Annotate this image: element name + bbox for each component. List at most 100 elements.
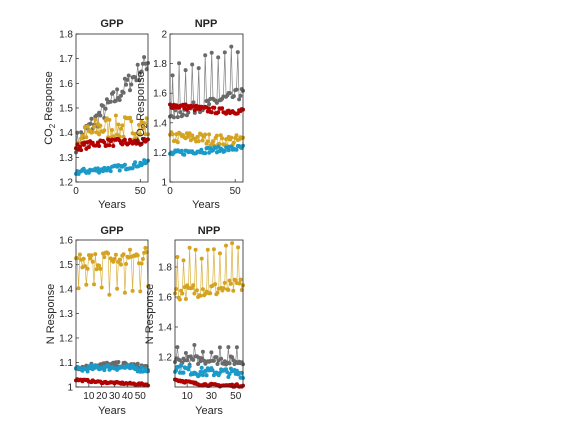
data-point-gold xyxy=(211,139,215,144)
data-point-gold xyxy=(170,132,175,137)
data-point-gray xyxy=(196,362,201,366)
data-point-gold xyxy=(121,252,126,257)
data-point-gold xyxy=(130,288,135,293)
data-point-gray xyxy=(129,82,134,87)
data-point-gold xyxy=(119,262,123,267)
data-point-blue xyxy=(102,368,107,373)
data-point-gray xyxy=(196,66,201,71)
data-point-blue xyxy=(186,367,191,372)
data-point-gray xyxy=(117,98,122,102)
data-point-gold xyxy=(237,281,242,286)
data-point-gray xyxy=(207,102,212,107)
data-point-blue xyxy=(106,363,111,368)
y-tick-label: 2 xyxy=(161,30,167,41)
data-point-gold xyxy=(213,282,218,287)
data-point-gold xyxy=(190,133,195,138)
data-point-gray xyxy=(200,349,205,354)
x-tick-label: 40 xyxy=(122,391,134,402)
data-point-gold xyxy=(138,132,143,137)
panel-title: GPP xyxy=(100,18,123,30)
data-point-gray xyxy=(237,97,242,102)
data-point-gray xyxy=(128,88,132,93)
data-point-gold xyxy=(93,252,98,257)
data-point-gold xyxy=(84,135,89,140)
x-tick-label: 50 xyxy=(135,391,147,402)
data-point-red xyxy=(216,110,221,115)
panel-title: GPP xyxy=(100,225,123,237)
data-point-gold xyxy=(139,261,144,266)
data-point-gold xyxy=(228,281,233,286)
y-axis-label-subscript: 2 xyxy=(140,123,149,128)
data-point-red xyxy=(122,137,127,142)
data-point-gray xyxy=(230,355,235,360)
panel-n-npp: NPP 1.2 1.4 1.6 1.8 10 30 50 Years N Response xyxy=(144,225,245,417)
data-point-gold xyxy=(227,278,232,283)
data-point-gold xyxy=(199,256,204,261)
data-point-red xyxy=(120,142,125,147)
data-point-gray xyxy=(104,97,109,102)
data-point-gray xyxy=(185,358,190,363)
data-point-gold xyxy=(196,139,201,144)
data-point-gold xyxy=(205,139,210,144)
data-point-gold xyxy=(180,291,185,296)
data-point-gold xyxy=(211,247,216,252)
data-point-blue xyxy=(204,373,209,378)
data-point-gold xyxy=(191,283,196,288)
data-point-blue xyxy=(203,368,208,373)
data-point-gray xyxy=(116,360,121,364)
data-point-blue xyxy=(197,373,202,378)
data-point-gray xyxy=(115,87,120,92)
data-point-gold xyxy=(124,262,129,266)
data-point-blue xyxy=(234,147,239,152)
data-point-gray xyxy=(219,356,224,361)
data-point-gray xyxy=(191,357,196,362)
panel-co2-npp: NPP 11.21.41.61.820 50 Years CO2 Response xyxy=(135,18,245,211)
data-point-gray xyxy=(190,62,195,67)
data-point-gray xyxy=(226,345,231,350)
panel-title: NPP xyxy=(198,225,221,237)
panel-co2-gpp: GPP 1.21.31.41.51.61.71.80 50 Years CO2 R… xyxy=(43,18,150,211)
data-point-gray xyxy=(121,90,126,95)
data-point-red xyxy=(77,144,82,149)
data-point-gold xyxy=(234,133,239,138)
data-point-blue xyxy=(122,162,127,167)
data-point-gray xyxy=(214,355,219,360)
data-point-blue xyxy=(179,362,184,367)
data-point-gray xyxy=(98,113,103,118)
data-point-gold xyxy=(187,245,192,250)
data-point-gray xyxy=(137,78,141,83)
data-point-gray xyxy=(203,53,208,58)
data-point-gold xyxy=(81,256,86,261)
data-point-gray xyxy=(125,77,130,82)
data-point-gold xyxy=(140,257,145,261)
x-tick-label: 50 xyxy=(135,186,147,197)
y-tick-label: 1.6 xyxy=(153,89,167,100)
plot-area xyxy=(173,241,245,389)
data-point-gold xyxy=(76,286,81,291)
data-point-gold xyxy=(192,291,197,296)
data-point-gold xyxy=(194,288,199,293)
data-point-gray xyxy=(181,112,185,117)
data-point-red xyxy=(107,143,112,148)
y-axis-label: N Response xyxy=(45,284,57,345)
y-tick-label: 1.2 xyxy=(153,148,167,159)
data-point-gray xyxy=(89,116,94,121)
data-point-gold xyxy=(80,133,85,138)
data-point-gold xyxy=(186,134,191,139)
data-point-gold xyxy=(121,134,126,139)
data-point-red xyxy=(220,106,225,111)
y-tick-label: 1.2 xyxy=(59,334,73,345)
data-point-gold xyxy=(193,247,198,252)
data-point-gold xyxy=(238,277,243,282)
data-point-gold xyxy=(135,253,140,258)
data-point-gold xyxy=(85,266,90,271)
data-point-gray xyxy=(113,98,118,103)
data-point-blue xyxy=(139,365,144,370)
data-point-gold xyxy=(231,140,236,145)
data-point-gray xyxy=(175,115,180,120)
data-point-gold xyxy=(222,280,227,285)
data-point-gray xyxy=(175,345,180,350)
data-point-gray xyxy=(135,62,140,67)
data-point-gray xyxy=(135,361,140,366)
data-point-gray xyxy=(111,90,116,95)
